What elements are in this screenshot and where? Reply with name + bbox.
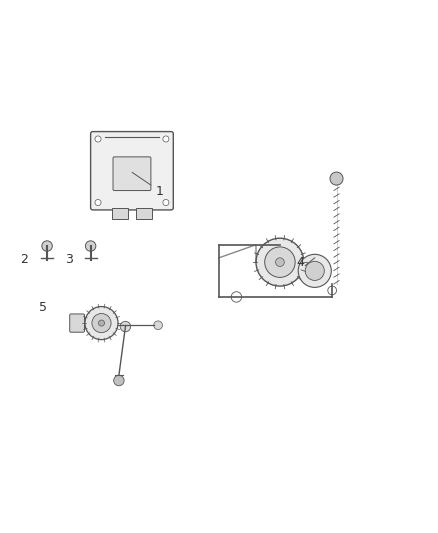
Circle shape	[92, 313, 111, 333]
Circle shape	[231, 292, 242, 302]
Circle shape	[276, 258, 284, 266]
Circle shape	[85, 306, 118, 340]
Text: 2: 2	[20, 253, 28, 266]
Circle shape	[42, 241, 52, 251]
FancyBboxPatch shape	[113, 157, 151, 191]
FancyBboxPatch shape	[91, 132, 173, 210]
Circle shape	[305, 261, 324, 280]
Circle shape	[85, 241, 96, 251]
FancyBboxPatch shape	[70, 314, 85, 332]
Text: 1: 1	[132, 172, 164, 198]
Bar	[113, 208, 128, 219]
Circle shape	[163, 199, 169, 206]
Text: 4: 4	[296, 256, 304, 270]
Circle shape	[99, 320, 105, 326]
Circle shape	[256, 238, 304, 286]
Circle shape	[95, 136, 101, 142]
Circle shape	[298, 254, 331, 287]
Circle shape	[120, 321, 131, 332]
Circle shape	[330, 172, 343, 185]
Circle shape	[328, 286, 336, 295]
Text: 3: 3	[65, 253, 73, 266]
Bar	[136, 208, 152, 219]
Circle shape	[114, 375, 124, 386]
Text: 5: 5	[39, 301, 47, 314]
Circle shape	[154, 321, 162, 329]
Circle shape	[95, 199, 101, 206]
Circle shape	[163, 136, 169, 142]
Circle shape	[265, 247, 295, 277]
